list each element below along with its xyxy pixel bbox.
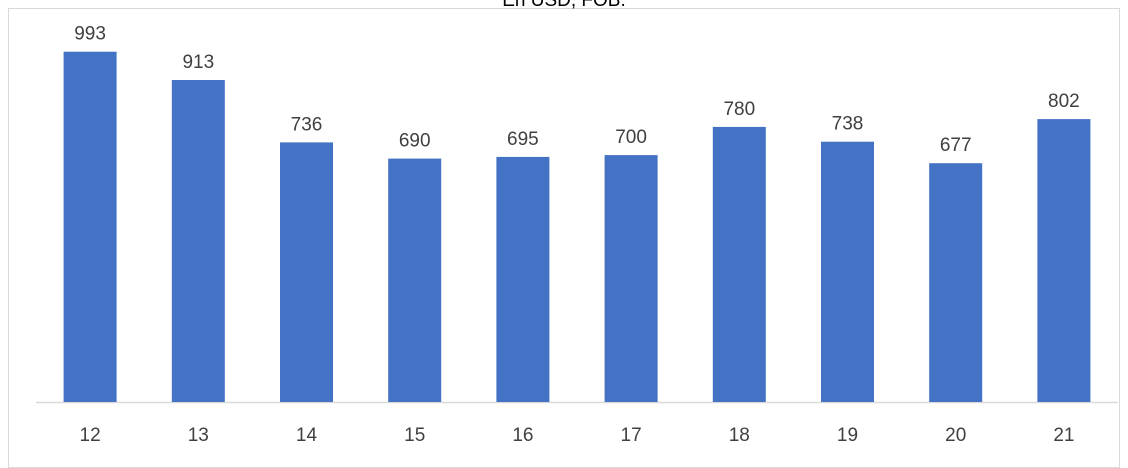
data-label-13: 913 xyxy=(182,52,214,73)
bar-12 xyxy=(63,51,117,402)
bar-17 xyxy=(604,155,658,402)
x-tick-label-17: 17 xyxy=(621,425,642,446)
x-tick-label-12: 12 xyxy=(80,425,101,446)
x-tick-label-14: 14 xyxy=(296,425,318,446)
chart-title: En USD, FOB. xyxy=(502,0,626,11)
bar-chart: 993 12 913 13 736 14 690 15 695 16 700 17 780 18 738 19… xyxy=(36,24,1118,446)
data-label-17: 700 xyxy=(615,127,647,148)
data-label-12: 993 xyxy=(74,24,106,45)
bar-20 xyxy=(929,163,983,402)
bar-18 xyxy=(712,126,766,403)
data-label-20: 677 xyxy=(940,135,972,156)
data-label-19: 738 xyxy=(832,114,864,135)
x-tick-label-19: 19 xyxy=(837,425,858,446)
x-tick-label-21: 21 xyxy=(1053,425,1074,446)
x-tick-label-18: 18 xyxy=(729,425,750,446)
bar-15 xyxy=(388,158,442,402)
x-tick-label-15: 15 xyxy=(404,425,425,446)
data-label-21: 802 xyxy=(1048,91,1080,112)
data-label-18: 780 xyxy=(723,99,755,120)
bar-16 xyxy=(496,156,550,402)
data-label-14: 736 xyxy=(291,114,323,135)
bar-21 xyxy=(1037,119,1091,402)
bar-19 xyxy=(821,141,874,402)
bar-14 xyxy=(280,142,333,402)
x-tick-label-20: 20 xyxy=(945,425,966,446)
data-label-16: 695 xyxy=(507,129,539,150)
bar-13 xyxy=(171,80,225,402)
data-label-15: 690 xyxy=(399,131,431,152)
x-tick-label-16: 16 xyxy=(512,425,533,446)
x-tick-label-13: 13 xyxy=(188,425,209,446)
